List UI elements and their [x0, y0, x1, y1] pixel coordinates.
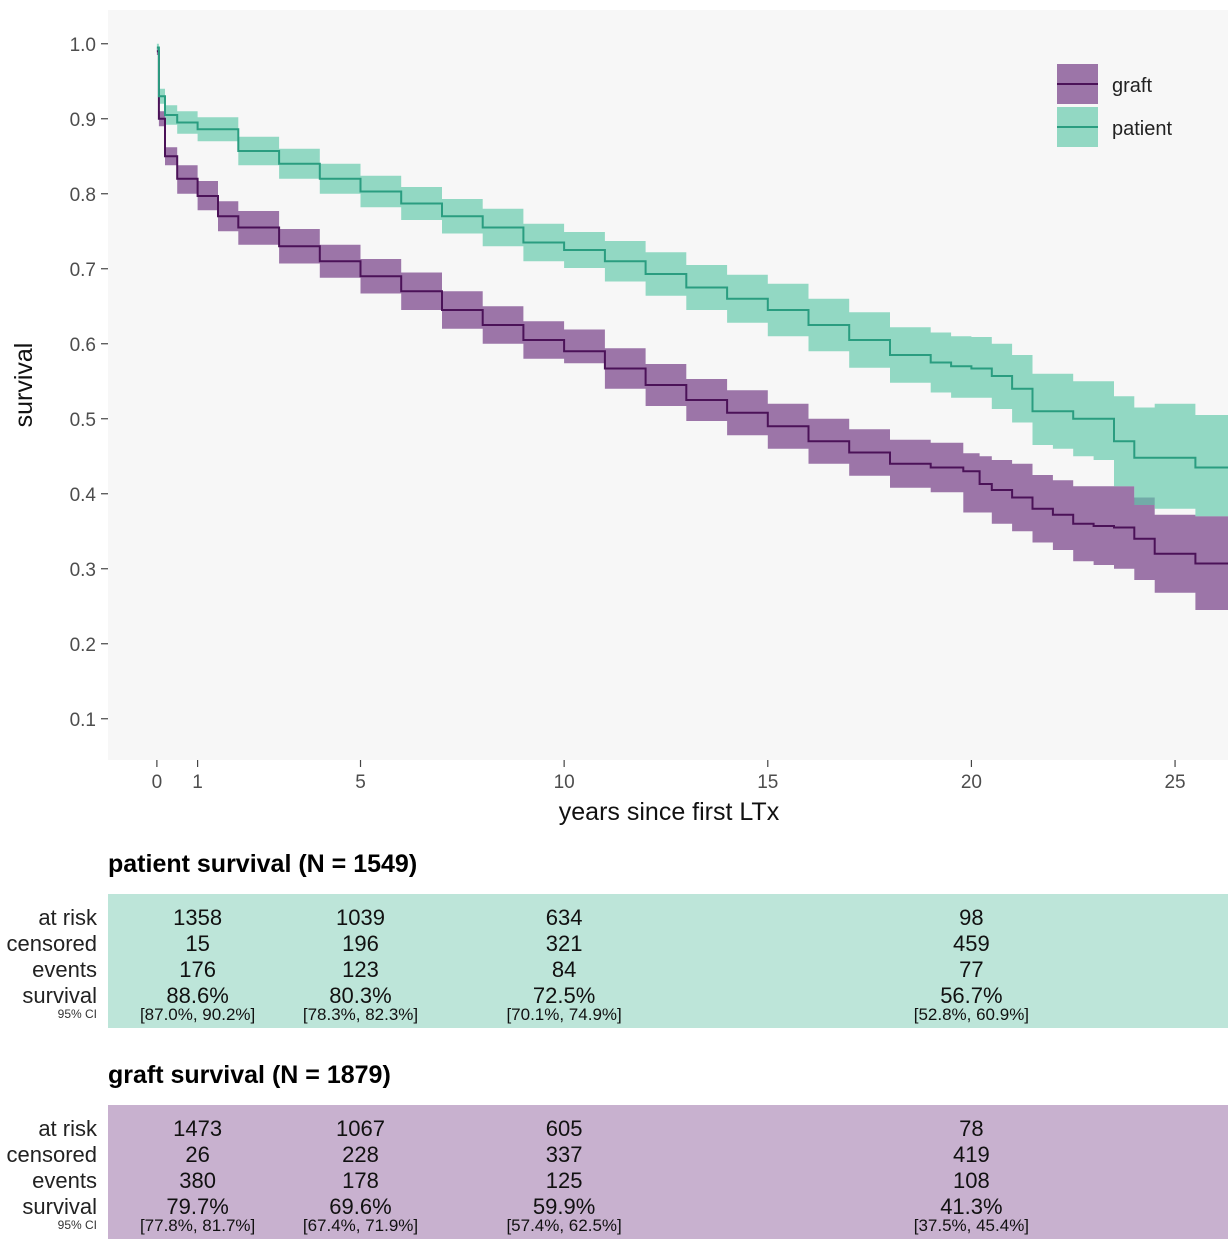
risk-table-cell: 605 [545, 1116, 583, 1141]
risk-row-label: censored [6, 931, 97, 956]
risk-table-cell: 459 [953, 931, 990, 956]
risk-table-cell: 15 [185, 931, 210, 956]
risk-table-cell: [87.0%, 90.2%] [139, 1005, 256, 1024]
patient-legend-label: patient [1112, 118, 1172, 140]
risk-table-cell: 380 [179, 1168, 216, 1193]
x-axis: 0 1 5 10 15 20 25 [152, 760, 1186, 793]
risk-table-cell: 1067 [336, 1116, 385, 1141]
risk-row-label: survival [22, 1194, 97, 1219]
graft-confidence-band [156, 47, 1228, 610]
graft-survival-line [156, 50, 1228, 565]
y-tick-label: 0.7 [70, 260, 96, 281]
x-tick-label: 20 [961, 772, 982, 793]
patient-risk-table [108, 894, 1228, 1028]
patient-risk-table-title: patient survival (N = 1549) [108, 850, 418, 878]
y-axis-label: survival [10, 343, 38, 428]
risk-table-cell: 228 [342, 1142, 379, 1167]
x-tick-label: 25 [1164, 772, 1185, 793]
risk-table-cell: 178 [342, 1168, 379, 1193]
risk-row-label: 95% CI [57, 1218, 97, 1232]
confidence-bands [156, 43, 1228, 610]
patient-survival-line [156, 46, 1228, 469]
risk-table-cell: 72.5% [532, 983, 596, 1008]
risk-table-cell: 176 [179, 957, 216, 982]
risk-table-cell: 125 [545, 1168, 583, 1193]
y-tick-label: 0.2 [70, 635, 96, 656]
risk-table-cell: [70.1%, 74.9%] [506, 1005, 622, 1024]
risk-table-cell: [67.4%, 71.9%] [302, 1216, 419, 1235]
risk-table-cell: 1358 [173, 905, 223, 930]
risk-table-cell: 1039 [336, 905, 385, 930]
risk-table-cell: 123 [342, 957, 379, 982]
risk-table-cell: 59.9% [532, 1194, 596, 1219]
risk-row-label: censored [6, 1142, 97, 1167]
y-tick-label: 0.3 [70, 560, 96, 581]
y-tick-label: 0.4 [70, 485, 97, 506]
risk-row-label: at risk [38, 1116, 97, 1141]
x-tick-label: 0 [152, 772, 163, 793]
risk-table-cell: 88.6% [166, 983, 229, 1008]
risk-table-cell: 78 [959, 1116, 984, 1141]
risk-row-label: at risk [38, 905, 97, 930]
x-axis-label: years since first LTx [559, 798, 780, 826]
risk-table-cell: 41.3% [940, 1194, 1003, 1219]
risk-table-cell: 1473 [173, 1116, 223, 1141]
graft-risk-table-title: graft survival (N = 1879) [108, 1061, 391, 1089]
risk-table-cell: 321 [545, 931, 583, 956]
risk-row-label: events [32, 1168, 97, 1193]
y-axis: 0.1 0.2 0.3 0.4 0.5 0.6 0.7 0.8 0.9 1.0 [70, 35, 108, 731]
y-tick-label: 0.5 [70, 410, 96, 431]
x-tick-label: 10 [554, 772, 575, 793]
legend: graft patient [1057, 64, 1172, 147]
risk-table-cell: 79.7% [166, 1194, 229, 1219]
risk-table-cell: 196 [342, 931, 379, 956]
risk-table-cell: 98 [959, 905, 984, 930]
patient-confidence-band [156, 43, 1228, 517]
risk-table-cell: [78.3%, 82.3%] [302, 1005, 419, 1024]
x-tick-label: 5 [355, 772, 366, 793]
risk-table-cell: 80.3% [329, 983, 392, 1008]
risk-row-label: survival [22, 983, 97, 1008]
y-tick-label: 0.6 [70, 335, 96, 356]
risk-table-cell: [77.8%, 81.7%] [139, 1216, 256, 1235]
y-tick-label: 0.9 [70, 110, 96, 131]
y-tick-label: 0.1 [70, 710, 96, 731]
risk-row-label: events [32, 957, 97, 982]
graft-legend-label: graft [1112, 75, 1152, 97]
x-tick-label: 1 [192, 772, 203, 793]
risk-table-cell: 56.7% [940, 983, 1003, 1008]
y-tick-label: 1.0 [70, 35, 96, 56]
risk-table-cell: [52.8%, 60.9%] [913, 1005, 1030, 1024]
risk-table-cell: [37.5%, 45.4%] [913, 1216, 1030, 1235]
x-tick-label: 15 [757, 772, 778, 793]
risk-table-cell: 634 [545, 905, 583, 930]
graft-risk-table [108, 1105, 1228, 1239]
risk-table-cell: 108 [953, 1168, 990, 1193]
risk-table-cell: 77 [959, 957, 984, 982]
risk-table-cell: 26 [185, 1142, 210, 1167]
risk-row-label: 95% CI [57, 1007, 97, 1021]
risk-table-cell: 419 [953, 1142, 990, 1167]
y-tick-label: 0.8 [70, 185, 96, 206]
risk-table-cell: 84 [551, 957, 577, 982]
risk-table-cell: 337 [545, 1142, 583, 1167]
risk-table-cell: 69.6% [329, 1194, 392, 1219]
risk-table-cell: [57.4%, 62.5%] [506, 1216, 622, 1235]
survival-curves [156, 46, 1228, 565]
